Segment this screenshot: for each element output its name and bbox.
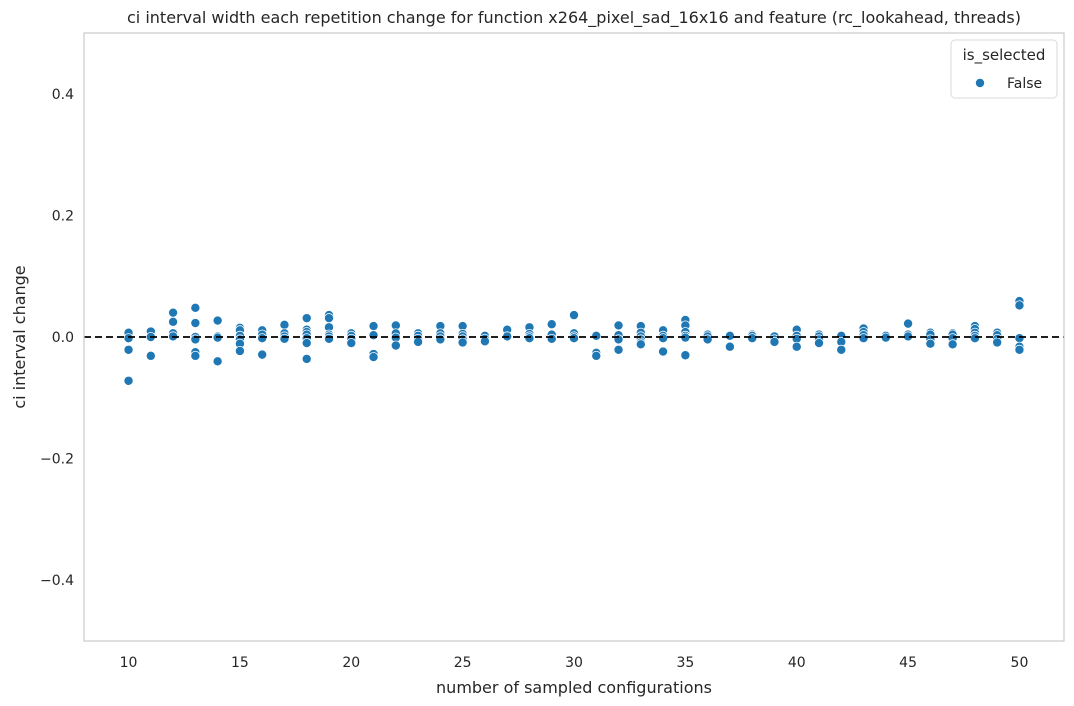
y-axis-label: ci interval change bbox=[10, 265, 29, 408]
data-point bbox=[368, 321, 379, 332]
x-tick-label: 40 bbox=[788, 655, 806, 671]
data-point bbox=[658, 333, 669, 344]
data-point bbox=[903, 318, 914, 329]
data-point bbox=[858, 333, 869, 344]
data-point bbox=[814, 338, 825, 349]
data-point bbox=[1014, 333, 1025, 344]
x-tick-label: 25 bbox=[454, 655, 472, 671]
y-tick-label: −0.2 bbox=[40, 452, 74, 468]
data-point bbox=[257, 333, 268, 344]
x-tick-label: 15 bbox=[231, 655, 249, 671]
data-point bbox=[724, 330, 735, 341]
data-point bbox=[279, 333, 290, 344]
y-tick-label: 0.2 bbox=[52, 208, 74, 224]
data-point bbox=[123, 344, 134, 355]
data-point bbox=[301, 313, 312, 324]
data-point bbox=[479, 336, 490, 347]
data-point bbox=[301, 353, 312, 364]
data-point bbox=[546, 319, 557, 330]
x-tick-label: 45 bbox=[899, 655, 917, 671]
data-point bbox=[368, 330, 379, 341]
data-point bbox=[992, 337, 1003, 348]
x-tick-label: 30 bbox=[565, 655, 583, 671]
plot-area bbox=[84, 296, 1064, 386]
data-point bbox=[613, 320, 624, 331]
data-point bbox=[969, 333, 980, 344]
data-point bbox=[546, 333, 557, 344]
data-point bbox=[368, 352, 379, 363]
data-point bbox=[301, 338, 312, 349]
data-point bbox=[123, 333, 134, 344]
legend-label-false: False bbox=[1007, 76, 1042, 92]
data-point bbox=[724, 341, 735, 352]
data-point bbox=[569, 310, 580, 321]
data-point bbox=[190, 350, 201, 361]
data-point bbox=[591, 350, 602, 361]
data-point bbox=[413, 336, 424, 347]
x-tick-label: 10 bbox=[120, 655, 138, 671]
data-point bbox=[680, 350, 691, 361]
data-point bbox=[212, 356, 223, 367]
y-tick-label: 0.0 bbox=[52, 330, 74, 346]
data-point bbox=[635, 339, 646, 350]
data-point bbox=[747, 333, 758, 344]
chart-title: ci interval width each repetition change… bbox=[127, 8, 1021, 28]
data-point bbox=[569, 333, 580, 344]
data-point bbox=[769, 336, 780, 347]
x-tick-label: 20 bbox=[342, 655, 360, 671]
data-point bbox=[1014, 344, 1025, 355]
data-point bbox=[346, 338, 357, 349]
data-point bbox=[323, 313, 334, 324]
data-point bbox=[323, 333, 334, 344]
data-point bbox=[212, 315, 223, 326]
y-axis: −0.4 −0.2 0.0 0.2 0.4 bbox=[40, 87, 74, 589]
x-tick-label: 35 bbox=[676, 655, 694, 671]
data-point bbox=[591, 330, 602, 341]
data-point bbox=[390, 340, 401, 351]
x-tick-label: 50 bbox=[1011, 655, 1029, 671]
data-point bbox=[791, 341, 802, 352]
data-point bbox=[123, 375, 134, 386]
data-point bbox=[457, 337, 468, 348]
plot-frame bbox=[83, 32, 1065, 642]
data-point bbox=[168, 316, 179, 327]
x-axis: 10 15 20 25 30 35 40 45 50 bbox=[120, 655, 1029, 671]
data-point bbox=[234, 345, 245, 356]
x-axis-label: number of sampled configurations bbox=[436, 678, 712, 697]
data-point bbox=[836, 344, 847, 355]
data-point bbox=[145, 350, 156, 361]
data-point bbox=[1014, 300, 1025, 311]
y-tick-label: 0.4 bbox=[52, 87, 74, 103]
y-tick-label: −0.4 bbox=[40, 573, 74, 589]
data-point bbox=[925, 338, 936, 349]
data-point bbox=[524, 333, 535, 344]
data-point bbox=[658, 346, 669, 357]
data-point bbox=[279, 319, 290, 330]
data-point bbox=[947, 339, 958, 350]
data-point bbox=[257, 349, 268, 360]
data-point bbox=[168, 307, 179, 318]
legend-title: is_selected bbox=[963, 46, 1046, 65]
data-point bbox=[613, 344, 624, 355]
data-point bbox=[190, 318, 201, 329]
legend: is_selected False bbox=[950, 39, 1058, 99]
legend-marker-false bbox=[975, 78, 986, 89]
data-point bbox=[190, 302, 201, 313]
